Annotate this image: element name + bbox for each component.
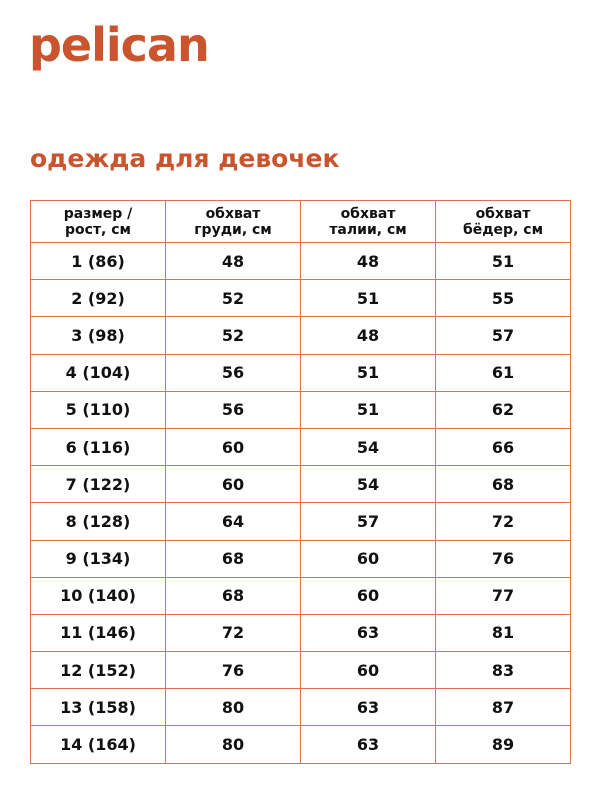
table-cell: 4 (104) — [30, 353, 166, 392]
table-cell: 60 — [300, 539, 436, 578]
table-row: 3 (98) 52 48 57 — [30, 316, 571, 355]
table-cell: 5 (110) — [30, 390, 166, 429]
table-row: 12 (152) 76 60 83 — [30, 651, 571, 690]
table-cell: 76 — [165, 651, 301, 690]
table-cell: 14 (164) — [30, 725, 166, 764]
table-cell: 12 (152) — [30, 651, 166, 690]
table-row: 13 (158) 80 63 87 — [30, 688, 571, 727]
header-waist: обхват талии, см — [300, 200, 436, 243]
pelican-logo: pelican — [29, 18, 210, 72]
header-line: обхват — [205, 205, 261, 222]
table-cell: 76 — [435, 539, 571, 578]
table-row: 2 (92) 52 51 55 — [30, 279, 571, 318]
table-cell: 56 — [165, 390, 301, 429]
table-cell: 60 — [300, 576, 436, 615]
table-cell: 61 — [435, 353, 571, 392]
table-cell: 89 — [435, 725, 571, 764]
table-cell: 48 — [300, 316, 436, 355]
table-cell: 60 — [165, 427, 301, 467]
table-cell: 55 — [435, 279, 571, 318]
header-line: рост, см — [65, 221, 131, 238]
table-cell: 68 — [165, 576, 301, 615]
table-row: 10 (140) 68 60 77 — [30, 576, 571, 615]
header-chest: обхват груди, см — [165, 200, 301, 243]
table-cell: 48 — [165, 241, 301, 281]
table-cell: 51 — [300, 390, 436, 429]
header-line: груди, см — [194, 221, 272, 238]
table-cell: 64 — [165, 502, 301, 541]
table-cell: 63 — [300, 688, 436, 727]
table-cell: 10 (140) — [30, 576, 166, 615]
header-line: бёдер, см — [462, 221, 544, 238]
table-row: 8 (128) 64 57 72 — [30, 502, 571, 541]
table-cell: 66 — [435, 427, 571, 467]
table-cell: 57 — [300, 502, 436, 541]
table-cell: 48 — [300, 241, 436, 281]
size-chart-table: размер / рост, см обхват груди, см обхват тал… — [30, 200, 571, 764]
table-row: 4 (104) 56 51 61 — [30, 353, 571, 392]
header-line: обхват — [340, 205, 396, 222]
table-cell: 77 — [435, 576, 571, 615]
table-cell: 7 (122) — [30, 465, 166, 504]
table-cell: 51 — [435, 241, 571, 281]
table-cell: 68 — [165, 539, 301, 578]
table-row: 6 (116) 60 54 66 — [30, 427, 571, 467]
table-cell: 9 (134) — [30, 539, 166, 578]
header-line: талии, см — [329, 221, 407, 238]
table-cell: 2 (92) — [30, 279, 166, 318]
table-cell: 13 (158) — [30, 688, 166, 727]
table-cell: 80 — [165, 725, 301, 764]
table-cell: 62 — [435, 390, 571, 429]
table-cell: 81 — [435, 613, 571, 653]
table-cell: 60 — [165, 465, 301, 504]
table-row: 5 (110) 56 51 62 — [30, 390, 571, 429]
table-cell: 11 (146) — [30, 613, 166, 653]
page-title: одежда для девочек — [30, 144, 340, 173]
table-cell: 1 (86) — [30, 241, 166, 281]
header-line: размер / — [63, 205, 133, 222]
table-cell: 54 — [300, 465, 436, 504]
header-size-height: размер / рост, см — [30, 200, 166, 243]
table-row: 11 (146) 72 63 81 — [30, 613, 571, 653]
table-cell: 87 — [435, 688, 571, 727]
table-cell: 68 — [435, 465, 571, 504]
table-cell: 63 — [300, 613, 436, 653]
table-cell: 6 (116) — [30, 427, 166, 467]
header-line: обхват — [475, 205, 531, 222]
table-cell: 52 — [165, 316, 301, 355]
table-row: 9 (134) 68 60 76 — [30, 539, 571, 578]
table-row: 14 (164) 80 63 89 — [30, 725, 571, 764]
table-cell: 56 — [165, 353, 301, 392]
table-cell: 57 — [435, 316, 571, 355]
table-cell: 72 — [435, 502, 571, 541]
table-cell: 8 (128) — [30, 502, 166, 541]
header-hips: обхват бёдер, см — [435, 200, 571, 243]
table-cell: 54 — [300, 427, 436, 467]
table-row: 1 (86) 48 48 51 — [30, 241, 571, 281]
table-cell: 83 — [435, 651, 571, 690]
table-header-row: размер / рост, см обхват груди, см обхват тал… — [30, 200, 571, 243]
table-cell: 52 — [165, 279, 301, 318]
table-cell: 51 — [300, 353, 436, 392]
table-cell: 51 — [300, 279, 436, 318]
table-row: 7 (122) 60 54 68 — [30, 465, 571, 504]
table-cell: 72 — [165, 613, 301, 653]
table-cell: 63 — [300, 725, 436, 764]
table-cell: 60 — [300, 651, 436, 690]
table-cell: 3 (98) — [30, 316, 166, 355]
table-cell: 80 — [165, 688, 301, 727]
